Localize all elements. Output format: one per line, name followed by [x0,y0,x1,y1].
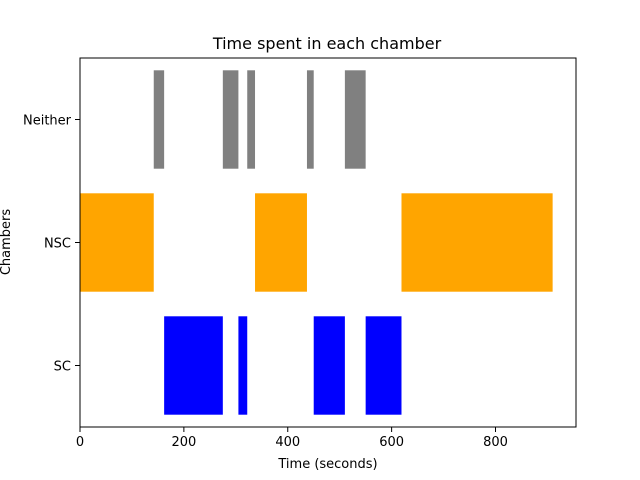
bar-neither [153,70,165,169]
bar-neither [306,70,314,169]
bar-nsc [80,193,154,292]
y-axis-ticks: SC NSC Neither [23,114,80,375]
x-tick-label: 0 [76,435,84,450]
bars-layer [80,70,553,415]
bar-nsc [401,193,553,292]
bar-neither [344,70,366,169]
bar-neither [247,70,256,169]
x-tick-label: 800 [483,435,508,450]
chart-title: Time spent in each chamber [212,34,442,53]
bar-sc [365,316,402,415]
y-axis-label: Chambers [0,209,14,276]
y-tick-label: Neither [23,114,72,129]
x-axis-label: Time (seconds) [277,457,377,472]
x-tick-label: 200 [171,435,196,450]
bar-neither [222,70,239,169]
y-tick-label: SC [54,360,71,375]
x-tick-label: 400 [275,435,300,450]
bar-sc [313,316,345,415]
x-axis-ticks: 0 200 400 600 800 [76,427,508,450]
bar-sc [238,316,248,415]
bar-nsc [255,193,307,292]
y-tick-label: NSC [44,237,71,252]
x-tick-label: 600 [379,435,404,450]
bar-sc [164,316,223,415]
